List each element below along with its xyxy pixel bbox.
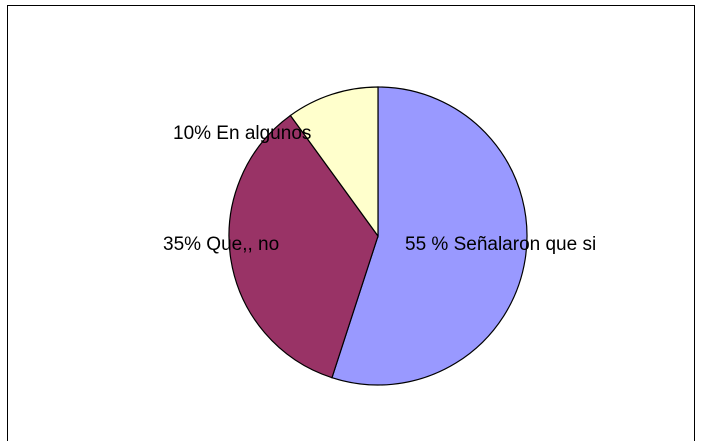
slice-label-yes: 55 % Señalaron que si (405, 234, 596, 255)
slice-no (228, 114, 379, 379)
slice-label-some: 10% En algunos (173, 123, 311, 144)
slice-label-no: 35% Que,, no (163, 234, 279, 255)
slice-yes (331, 86, 528, 386)
pie-slices (228, 86, 528, 386)
pie-labels: 55 % Señalaron que si 35% Que,, no 10% E… (163, 123, 596, 255)
slice-some (289, 86, 379, 238)
